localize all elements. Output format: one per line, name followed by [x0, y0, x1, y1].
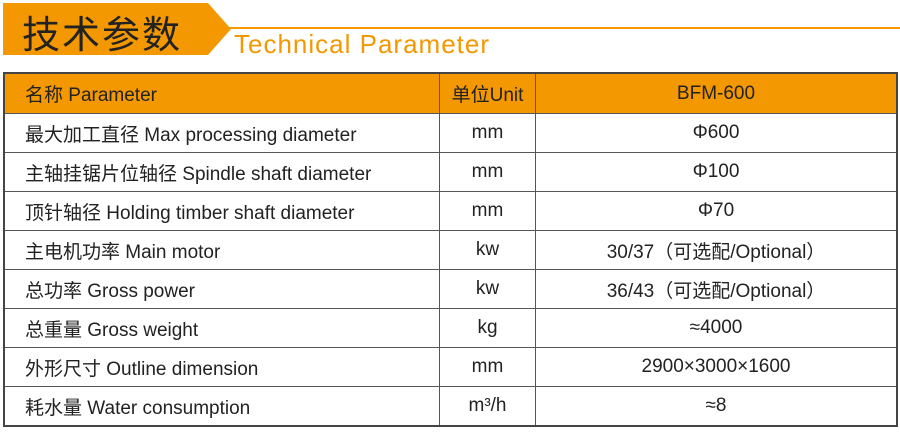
- title-banner: [3, 3, 231, 55]
- cell-value: 36/43（可选配/Optional）: [535, 269, 898, 309]
- table-row: 总重量 Gross weight kg ≈4000: [3, 308, 898, 348]
- cell-value: ≈4000: [535, 308, 898, 348]
- cell-unit: kw: [439, 269, 536, 309]
- cell-parameter: 外形尺寸 Outline dimension: [3, 347, 440, 387]
- cell-unit: kg: [439, 308, 536, 348]
- table-header: 名称 Parameter 单位Unit BFM-600: [3, 72, 898, 114]
- cell-unit: mm: [439, 347, 536, 387]
- cell-parameter: 主轴挂锯片位轴径 Spindle shaft diameter: [3, 152, 440, 192]
- cell-value: 2900×3000×1600: [535, 347, 898, 387]
- parameter-table: 名称 Parameter 单位Unit BFM-600 最大加工直径 Max p…: [3, 72, 898, 427]
- col-parameter: 名称 Parameter: [3, 72, 440, 114]
- cell-unit: mm: [439, 152, 536, 192]
- cell-unit: kw: [439, 230, 536, 270]
- cell-parameter: 最大加工直径 Max processing diameter: [3, 113, 440, 153]
- cell-value: Φ600: [535, 113, 898, 153]
- col-unit: 单位Unit: [439, 72, 536, 114]
- table-row: 主轴挂锯片位轴径 Spindle shaft diameter mm Φ100: [3, 152, 898, 192]
- cell-unit: m³/h: [439, 386, 536, 427]
- cell-parameter: 总功率 Gross power: [3, 269, 440, 309]
- table-row: 主电机功率 Main motor kw 30/37（可选配/Optional）: [3, 230, 898, 270]
- cell-parameter: 顶针轴径 Holding timber shaft diameter: [3, 191, 440, 231]
- page-title: 技术参数: [22, 13, 183, 57]
- page-subtitle: Technical Parameter: [234, 29, 490, 59]
- table-row: 耗水量 Water consumption m³/h ≈8: [3, 386, 898, 427]
- cell-value: Φ100: [535, 152, 898, 192]
- table-row: 最大加工直径 Max processing diameter mm Φ600: [3, 113, 898, 153]
- cell-parameter: 主电机功率 Main motor: [3, 230, 440, 270]
- table-row: 总功率 Gross power kw 36/43（可选配/Optional）: [3, 269, 898, 309]
- cell-parameter: 耗水量 Water consumption: [3, 386, 440, 427]
- cell-parameter: 总重量 Gross weight: [3, 308, 440, 348]
- col-model: BFM-600: [535, 72, 898, 114]
- table-row: 顶针轴径 Holding timber shaft diameter mm Φ70: [3, 191, 898, 231]
- cell-value: Φ70: [535, 191, 898, 231]
- cell-value: ≈8: [535, 386, 898, 427]
- cell-value: 30/37（可选配/Optional）: [535, 230, 898, 270]
- cell-unit: mm: [439, 191, 536, 231]
- cell-unit: mm: [439, 113, 536, 153]
- divider: [228, 27, 900, 29]
- table-row: 外形尺寸 Outline dimension mm 2900×3000×1600: [3, 347, 898, 387]
